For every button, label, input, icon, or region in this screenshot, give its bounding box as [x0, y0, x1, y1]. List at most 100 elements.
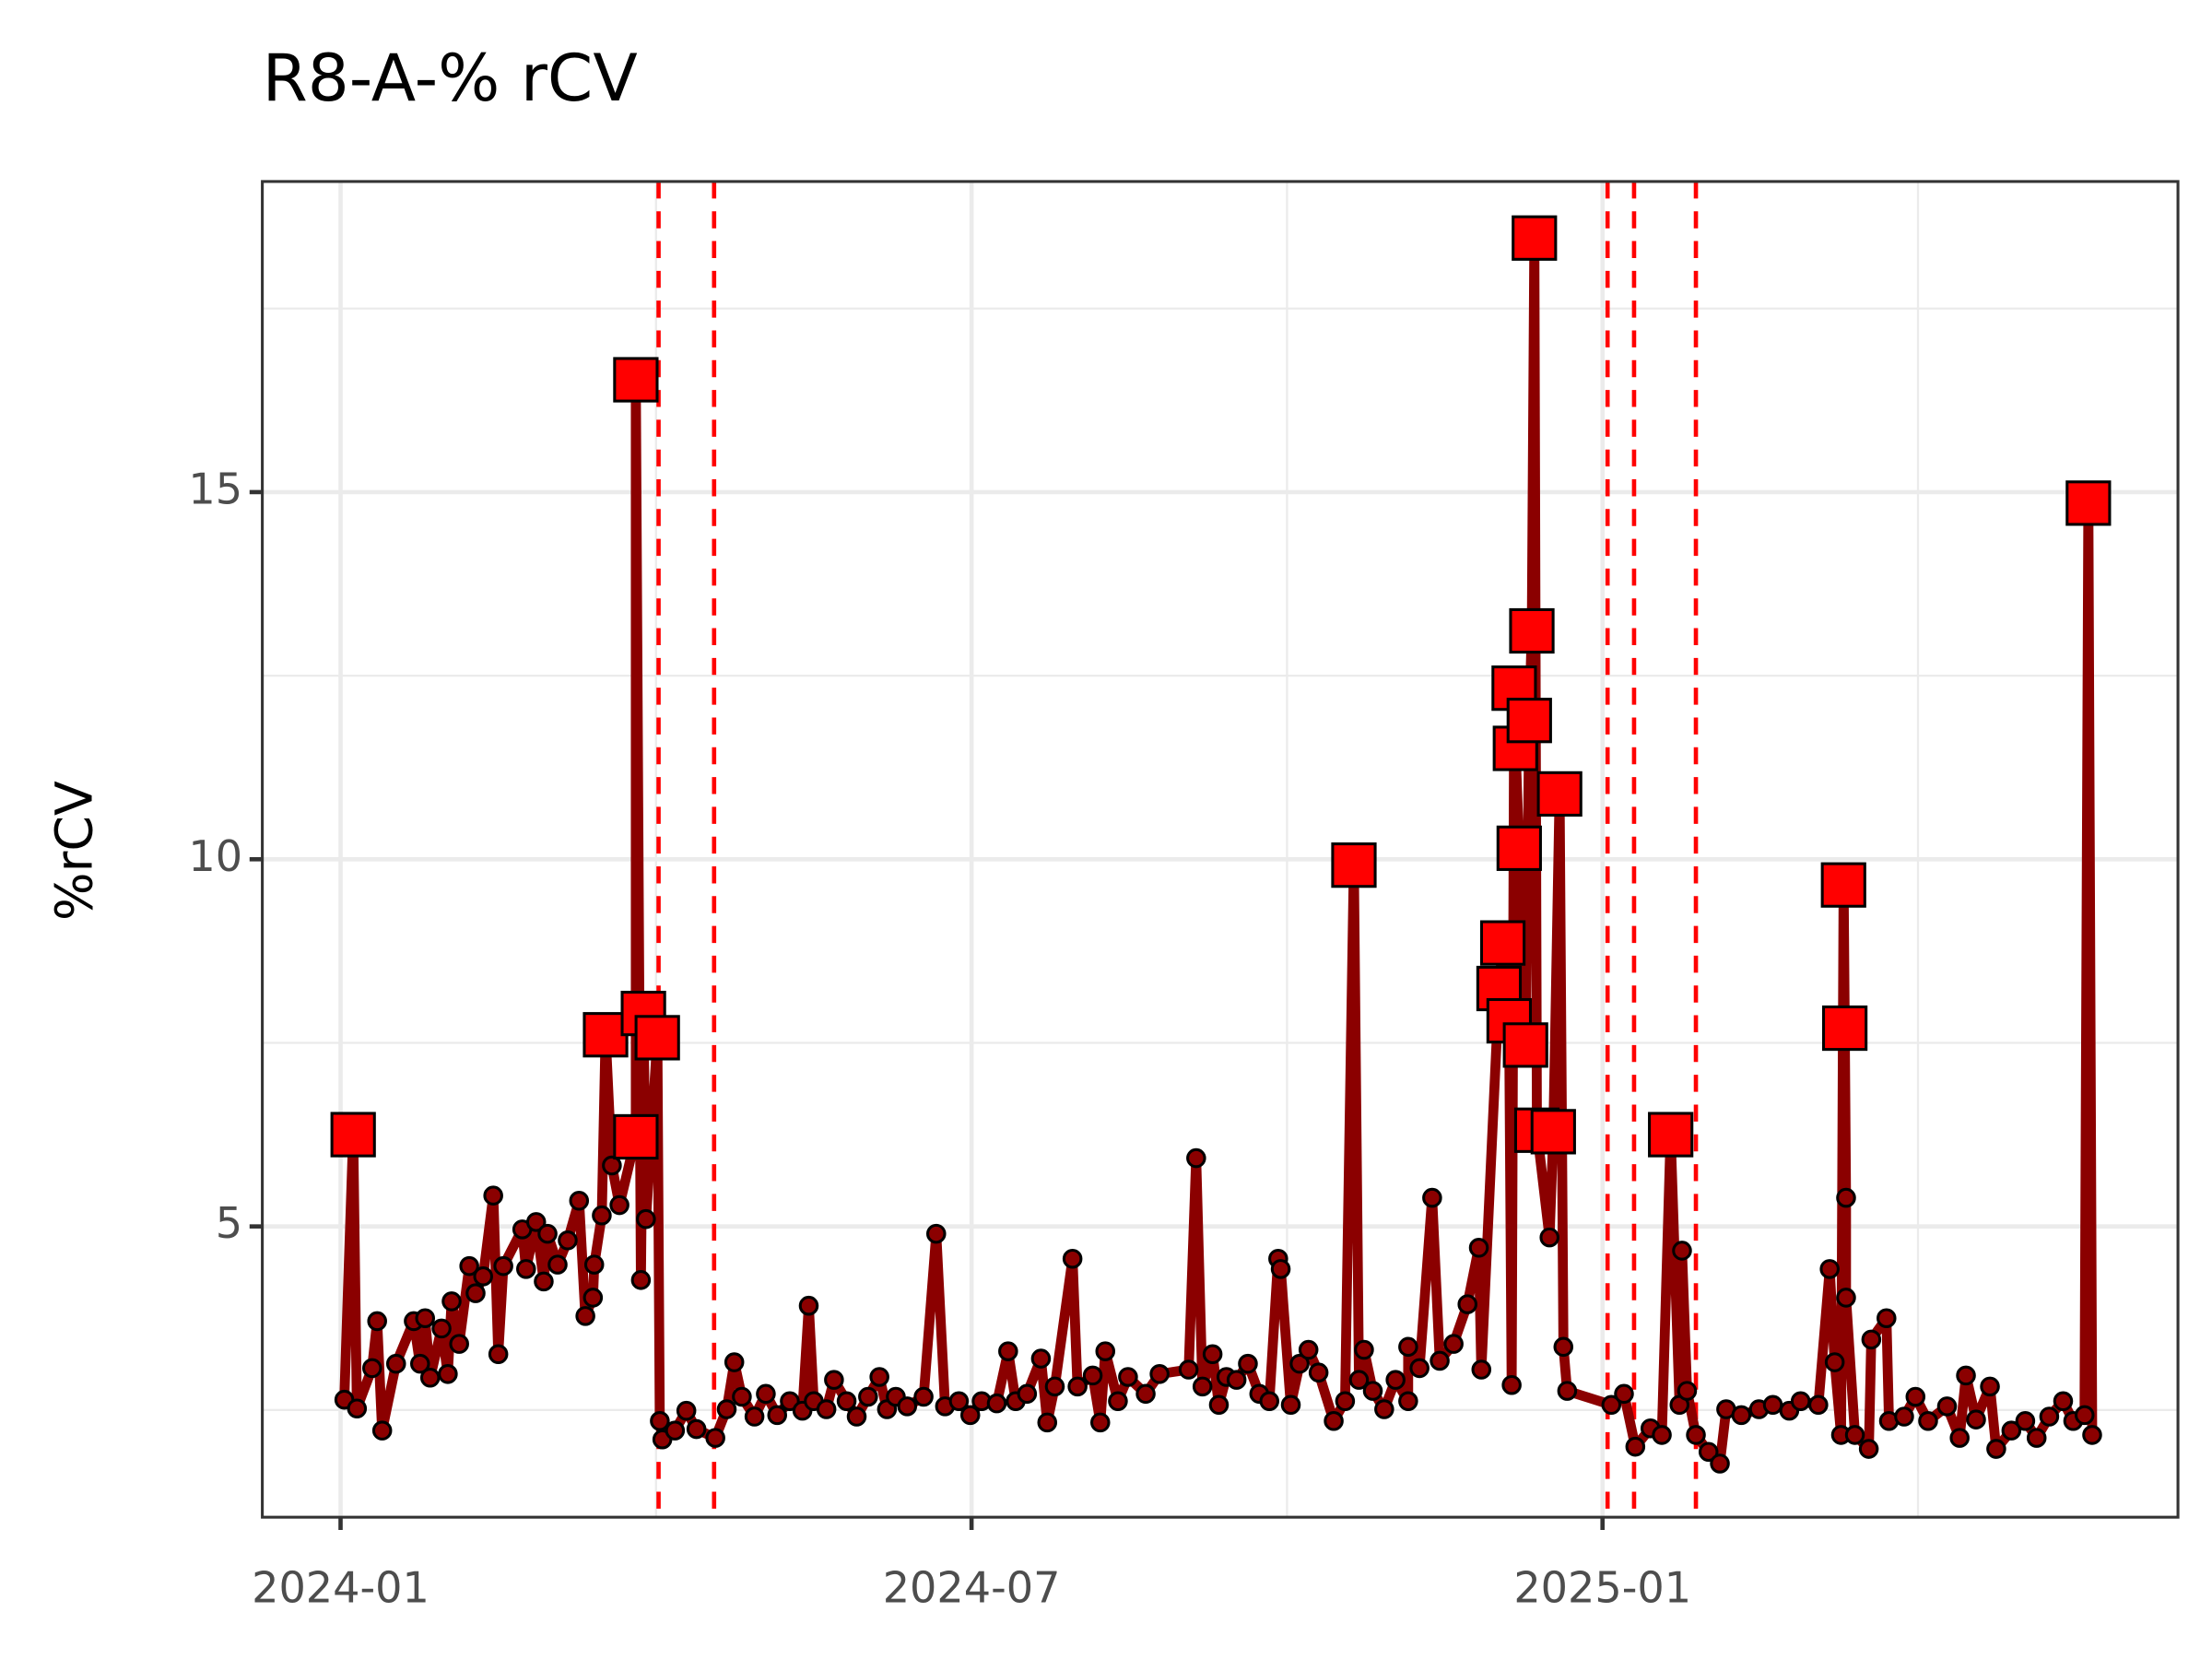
- data-point: [575, 1306, 595, 1326]
- data-point: [948, 1391, 970, 1412]
- data-point: [1348, 1370, 1370, 1390]
- data-point: [1280, 1394, 1301, 1416]
- data-point: [415, 1308, 436, 1329]
- data-point: [1259, 1391, 1280, 1412]
- data-point: [1037, 1412, 1058, 1433]
- data-point: [897, 1396, 918, 1417]
- data-point: [1095, 1341, 1116, 1361]
- data-point: [705, 1428, 725, 1448]
- plot-border: [261, 180, 2180, 1519]
- data-point: [744, 1406, 765, 1427]
- data-point: [1625, 1436, 1646, 1457]
- data-point: [1553, 1336, 1574, 1358]
- data-point: [1956, 1365, 1976, 1386]
- x-tick-label: 2025-01: [1513, 1563, 1691, 1613]
- data-point: [569, 1190, 590, 1211]
- data-point: [1186, 1147, 1206, 1169]
- data-point: [1135, 1383, 1156, 1405]
- data-point: [547, 1254, 568, 1275]
- data-point: [1698, 1441, 1719, 1463]
- y-axis-label: %rCV: [46, 781, 105, 921]
- data-point: [2074, 1405, 2095, 1426]
- data-point: [2039, 1406, 2060, 1427]
- outlier-point: [1512, 215, 1558, 261]
- data-point: [1090, 1412, 1111, 1433]
- data-point: [1398, 1336, 1418, 1358]
- data-point: [1298, 1339, 1319, 1360]
- data-point: [1324, 1411, 1344, 1431]
- y-tick-label: 10: [188, 831, 242, 881]
- data-point: [2082, 1425, 2102, 1445]
- data-point: [1308, 1362, 1329, 1382]
- data-point: [1808, 1394, 1829, 1416]
- data-point: [2015, 1411, 2036, 1431]
- data-point: [465, 1283, 486, 1303]
- data-point: [2053, 1391, 2074, 1412]
- data-point: [1858, 1439, 1879, 1459]
- data-point: [1468, 1237, 1489, 1258]
- data-point: [1949, 1428, 1970, 1448]
- data-point: [1980, 1376, 2000, 1397]
- data-point: [602, 1155, 622, 1176]
- chart-title: R8-A-% rCV: [263, 40, 638, 116]
- data-point: [1790, 1391, 1811, 1412]
- data-point: [1374, 1399, 1394, 1419]
- data-point: [592, 1205, 612, 1226]
- x-tick-label: 2024-07: [883, 1563, 1061, 1613]
- data-point: [1686, 1425, 1706, 1445]
- data-point: [1614, 1383, 1634, 1405]
- outlier-point: [2065, 480, 2112, 526]
- data-point: [1501, 1374, 1522, 1395]
- data-point: [732, 1386, 752, 1407]
- data-point: [1824, 1352, 1845, 1372]
- data-point: [959, 1405, 981, 1426]
- data-point: [1118, 1367, 1138, 1387]
- data-point: [419, 1368, 441, 1388]
- data-point: [1062, 1248, 1083, 1269]
- data-point: [1067, 1376, 1088, 1397]
- data-point: [1894, 1406, 1914, 1427]
- data-point: [686, 1418, 707, 1440]
- outlier-point: [1821, 1005, 1868, 1052]
- outlier-point: [1648, 1112, 1694, 1158]
- data-point: [1877, 1308, 1897, 1329]
- outlier-point: [613, 357, 659, 403]
- data-point: [534, 1271, 554, 1292]
- data-point: [367, 1311, 387, 1332]
- outlier-point: [582, 1012, 629, 1058]
- data-point: [1202, 1344, 1223, 1365]
- data-point: [1539, 1227, 1559, 1248]
- data-point: [650, 1411, 670, 1431]
- data-point: [1226, 1370, 1247, 1390]
- data-point: [493, 1255, 513, 1277]
- data-point: [1030, 1348, 1052, 1369]
- data-point: [869, 1367, 889, 1387]
- data-point: [998, 1341, 1018, 1361]
- data-point: [1731, 1405, 1752, 1426]
- data-point: [1677, 1381, 1698, 1401]
- data-point: [525, 1212, 547, 1232]
- data-point: [438, 1364, 458, 1384]
- data-point: [1762, 1394, 1783, 1416]
- data-point: [1844, 1425, 1865, 1445]
- data-point: [676, 1400, 697, 1421]
- data-point: [1178, 1359, 1199, 1380]
- data-point: [473, 1266, 493, 1287]
- data-point: [1289, 1353, 1310, 1374]
- data-point: [858, 1386, 878, 1407]
- data-point: [630, 1270, 652, 1290]
- data-point: [1819, 1259, 1840, 1279]
- data-point: [1208, 1394, 1230, 1416]
- outlier-point: [1509, 607, 1555, 654]
- data-point: [636, 1208, 656, 1230]
- outlier-point: [330, 1112, 376, 1158]
- data-point: [1457, 1294, 1477, 1314]
- outlier-point: [1506, 698, 1552, 744]
- data-point: [1430, 1350, 1450, 1371]
- data-point: [1270, 1259, 1291, 1279]
- x-tick-label: 2024-01: [252, 1563, 429, 1613]
- data-point: [385, 1353, 406, 1374]
- data-point: [1471, 1359, 1492, 1380]
- data-point: [716, 1399, 737, 1419]
- data-point: [1017, 1383, 1038, 1405]
